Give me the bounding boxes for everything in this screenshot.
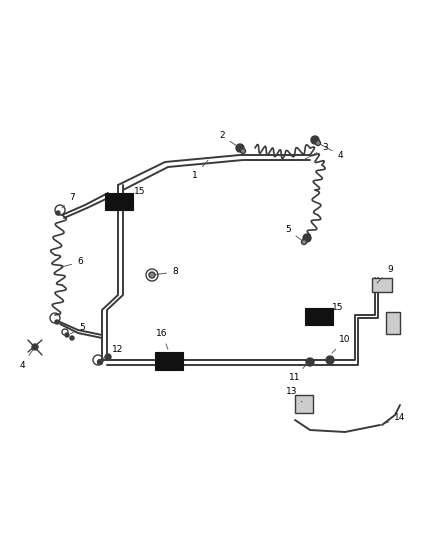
Circle shape: [326, 356, 334, 364]
Bar: [155, 352, 183, 370]
Text: 15: 15: [332, 303, 344, 312]
Circle shape: [306, 358, 314, 366]
Text: 3: 3: [302, 143, 328, 160]
Text: 6: 6: [61, 257, 83, 267]
Circle shape: [303, 234, 311, 242]
Circle shape: [301, 239, 307, 245]
Text: 9: 9: [377, 265, 393, 283]
Circle shape: [311, 136, 319, 144]
Text: 2: 2: [219, 132, 238, 147]
Text: 13: 13: [286, 387, 302, 402]
Circle shape: [236, 144, 244, 152]
Text: 15: 15: [134, 188, 146, 197]
Circle shape: [65, 333, 69, 337]
Text: 16: 16: [156, 329, 168, 350]
Bar: [305, 308, 333, 325]
Circle shape: [315, 141, 321, 146]
Text: 11: 11: [289, 362, 308, 383]
Text: 1: 1: [192, 160, 208, 180]
Text: 5: 5: [71, 324, 85, 334]
Text: 5: 5: [285, 225, 302, 240]
Bar: [295, 395, 313, 413]
Circle shape: [98, 359, 102, 365]
Text: 7: 7: [62, 193, 75, 208]
Circle shape: [56, 211, 60, 215]
Text: 10: 10: [332, 335, 351, 353]
Text: 4: 4: [19, 349, 33, 369]
Circle shape: [70, 336, 74, 340]
Text: 4: 4: [321, 144, 343, 159]
Bar: [386, 312, 400, 334]
Circle shape: [32, 344, 38, 350]
Circle shape: [55, 320, 59, 324]
Circle shape: [240, 149, 246, 154]
Text: 8: 8: [155, 268, 178, 277]
Circle shape: [149, 272, 155, 278]
Text: 14: 14: [383, 414, 406, 424]
Bar: [372, 278, 392, 292]
Circle shape: [105, 354, 111, 360]
Bar: [105, 193, 133, 210]
Text: 12: 12: [102, 345, 124, 359]
